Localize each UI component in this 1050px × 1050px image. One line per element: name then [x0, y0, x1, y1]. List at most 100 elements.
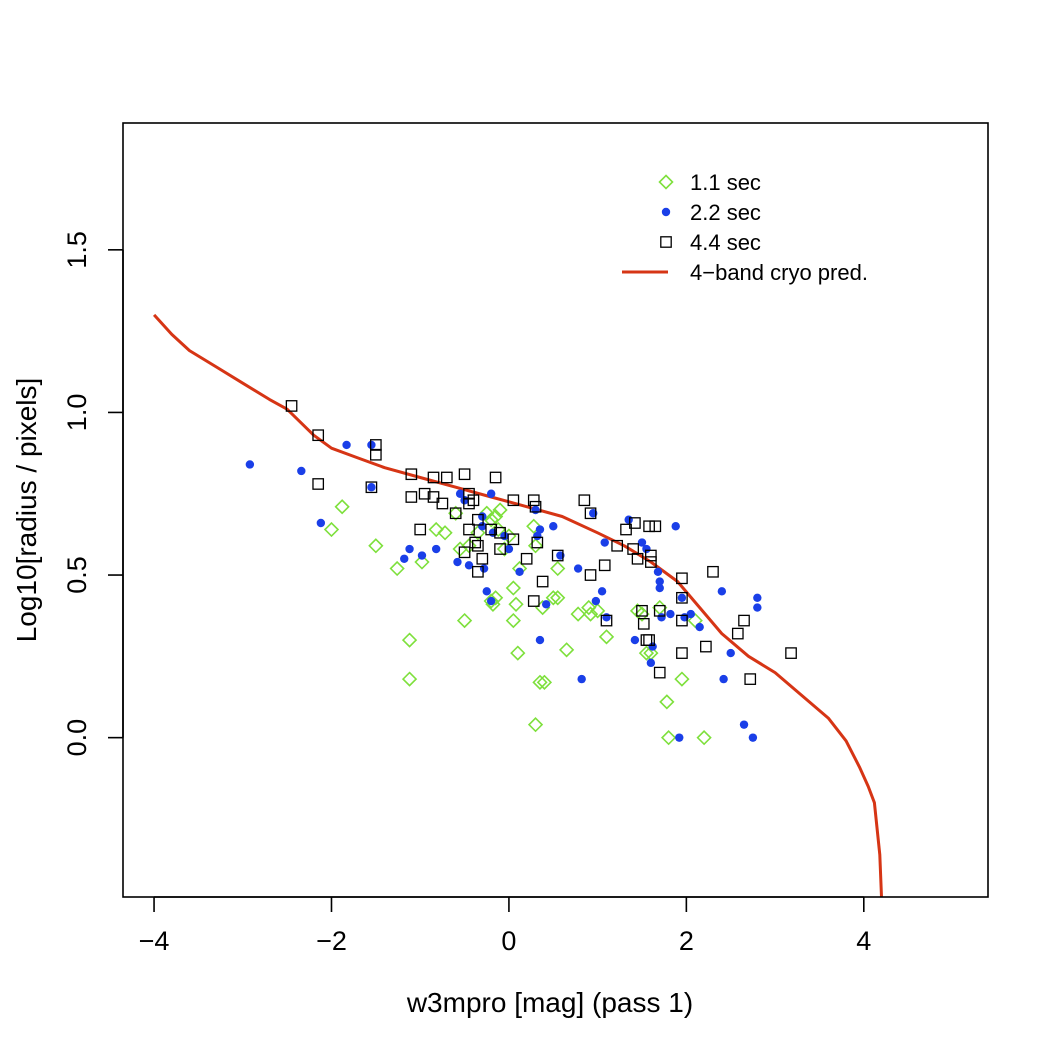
data-point — [739, 720, 749, 729]
data-point — [590, 603, 606, 619]
data-point — [389, 560, 405, 577]
data-point — [584, 569, 597, 581]
data-point — [479, 505, 495, 521]
x-axis: −4 −2 0 2 4 — [139, 896, 871, 956]
data-point — [646, 658, 656, 668]
data-point — [417, 551, 427, 560]
y-tick-label: 0.5 — [62, 556, 92, 594]
data-point — [533, 531, 542, 541]
data-point — [400, 554, 409, 563]
data-point — [666, 609, 675, 619]
legend-item: 4−band cryo pred. — [622, 260, 868, 285]
data-point — [507, 494, 520, 507]
data-point — [696, 730, 712, 746]
data-point — [645, 556, 657, 568]
data-point — [738, 614, 750, 627]
data-point — [649, 520, 662, 533]
prediction-curve — [152, 313, 883, 898]
data-point — [401, 632, 418, 648]
legend: 1.1 sec 2.2 sec 4.4 sec 4−band cryo pred. — [622, 170, 868, 285]
data-point — [598, 559, 611, 572]
data-point — [463, 523, 475, 536]
data-point — [492, 502, 508, 518]
data-point — [643, 634, 655, 646]
data-point — [549, 522, 558, 531]
data-point — [489, 471, 502, 484]
data-point — [507, 533, 520, 546]
data-point — [297, 466, 306, 476]
data-point — [634, 606, 650, 622]
x-tick-label: −2 — [316, 926, 347, 956]
data-point — [570, 606, 586, 622]
data-point — [648, 642, 657, 651]
data-point — [405, 468, 418, 481]
data-point — [479, 564, 489, 573]
data-point — [505, 612, 521, 629]
y-tick-label: 1.5 — [62, 231, 92, 269]
data-point — [486, 596, 496, 606]
data-point — [655, 583, 664, 593]
data-point — [707, 565, 719, 578]
data-point — [550, 590, 566, 606]
data-point — [643, 520, 655, 533]
data-point — [532, 674, 548, 690]
data-point — [536, 575, 549, 588]
data-point — [686, 609, 695, 619]
data-point — [494, 526, 506, 539]
data-point — [365, 481, 378, 494]
data-point — [312, 478, 325, 490]
data-point — [440, 471, 453, 484]
data-point — [285, 400, 298, 412]
data-point — [482, 587, 491, 596]
data-point — [427, 471, 440, 484]
series-4-4-sec — [285, 400, 797, 685]
data-point — [550, 560, 566, 577]
data-point — [453, 557, 462, 567]
x-tick-label: 4 — [856, 926, 871, 956]
data-point — [584, 507, 597, 520]
data-point — [531, 505, 540, 515]
data-point — [674, 671, 690, 687]
data-point — [642, 544, 651, 554]
data-point — [508, 596, 524, 612]
data-point — [657, 613, 666, 622]
data-point — [483, 593, 499, 609]
data-point — [545, 590, 561, 606]
data-point — [611, 539, 624, 552]
data-point — [597, 587, 607, 596]
data-point — [526, 518, 542, 534]
data-point — [467, 494, 480, 507]
data-point — [367, 483, 376, 492]
legend-item: 1.1 sec — [658, 170, 761, 195]
data-point — [494, 543, 506, 555]
data-point — [369, 448, 382, 461]
data-point — [581, 599, 597, 616]
data-point — [719, 674, 728, 684]
data-point — [653, 666, 666, 679]
data-point — [469, 536, 482, 549]
data-point — [636, 604, 648, 617]
x-tick-label: −4 — [139, 926, 170, 956]
data-point — [744, 673, 757, 685]
data-point — [630, 635, 640, 645]
data-point — [677, 593, 687, 603]
data-point — [529, 500, 542, 513]
data-point — [687, 612, 703, 629]
data-point — [731, 627, 744, 640]
data-point — [428, 521, 444, 538]
data-point — [323, 521, 340, 538]
data-point — [573, 564, 583, 573]
data-point — [414, 523, 427, 536]
data-point — [785, 647, 797, 659]
data-point — [483, 512, 499, 528]
data-point — [460, 496, 469, 505]
data-point — [637, 617, 650, 630]
legend-label: 4−band cryo pred. — [690, 260, 868, 285]
y-tick-label: 1.0 — [62, 394, 92, 432]
data-point — [456, 612, 473, 629]
data-point — [598, 629, 615, 645]
data-point — [527, 595, 540, 607]
data-point — [600, 614, 613, 627]
data-point — [631, 552, 644, 565]
data-point — [582, 606, 599, 622]
